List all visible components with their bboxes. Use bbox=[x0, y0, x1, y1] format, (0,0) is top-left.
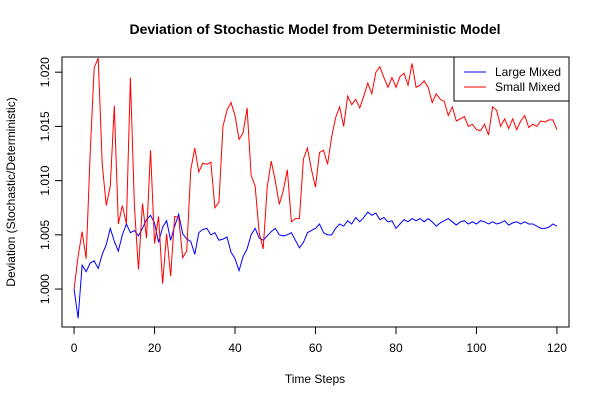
x-tick-label: 0 bbox=[71, 341, 78, 355]
y-axis: 1.000 1.005 1.010 1.015 1.020 bbox=[38, 57, 63, 304]
x-axis: 0 20 40 60 80 100 120 bbox=[71, 326, 567, 355]
y-axis-label: Deviation (Stochastic/Deterministic) bbox=[4, 97, 18, 286]
y-tick-label: 1.020 bbox=[38, 57, 52, 87]
x-axis-label: Time Steps bbox=[285, 372, 345, 386]
series-line-large-mixed bbox=[73, 211, 558, 319]
series-line-small-mixed bbox=[73, 57, 558, 290]
legend-label: Large Mixed bbox=[495, 65, 561, 79]
y-tick-label: 1.005 bbox=[38, 219, 52, 249]
legend-label: Small Mixed bbox=[495, 80, 560, 94]
chart-title: Deviation of Stochastic Model from Deter… bbox=[129, 21, 500, 37]
x-tick-label: 80 bbox=[389, 341, 403, 355]
y-tick-label: 1.000 bbox=[38, 274, 52, 304]
x-tick-label: 40 bbox=[228, 341, 242, 355]
legend-box bbox=[453, 56, 570, 102]
x-tick-label: 20 bbox=[148, 341, 162, 355]
y-tick-label: 1.010 bbox=[38, 165, 52, 195]
y-tick-label: 1.015 bbox=[38, 111, 52, 141]
x-tick-label: 60 bbox=[309, 341, 323, 355]
x-tick-label: 120 bbox=[547, 341, 567, 355]
x-tick-label: 100 bbox=[466, 341, 486, 355]
plot-area bbox=[73, 57, 558, 319]
